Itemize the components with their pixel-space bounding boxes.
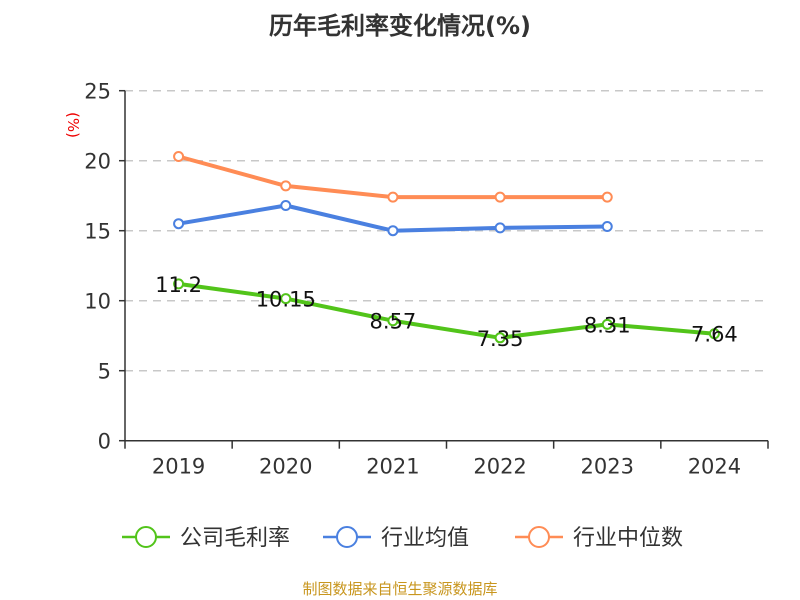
data-label: 10.15: [256, 288, 316, 312]
x-tick-label: 2024: [688, 455, 741, 479]
legend-label: 行业中位数: [573, 526, 683, 551]
data-point: [601, 318, 613, 330]
data-label: 7.64: [691, 323, 738, 347]
legend-marker: [135, 526, 157, 548]
data-point: [494, 222, 506, 234]
data-point: [280, 293, 292, 305]
data-point: [173, 278, 185, 290]
data-point: [494, 332, 506, 344]
data-point: [173, 218, 185, 230]
data-point: [280, 200, 292, 211]
legend-label: 公司毛利率: [180, 526, 290, 551]
data-point: [387, 191, 399, 203]
legend-label: 行业均值: [381, 526, 469, 551]
x-tick-label: 2020: [259, 455, 312, 479]
data-point: [387, 315, 399, 327]
y-axis-label: (%): [64, 112, 82, 138]
y-tick-label: 20: [84, 150, 111, 174]
series-line: [178, 154, 608, 200]
y-tick-label: 25: [84, 80, 111, 104]
data-point: [601, 191, 613, 203]
data-label: 7.35: [477, 327, 524, 351]
chart-title: 历年毛利率变化情况(%): [269, 12, 531, 40]
y-tick-label: 15: [84, 220, 111, 244]
data-label: 8.31: [584, 313, 631, 337]
data-point: [280, 180, 292, 192]
x-tick-label: 2021: [366, 455, 419, 479]
data-point: [173, 151, 185, 162]
series-line: [178, 281, 715, 340]
x-tick-label: 2023: [581, 455, 634, 479]
x-tick-label: 2022: [473, 455, 526, 479]
data-point: [708, 328, 720, 340]
x-tick-label: 2019: [152, 455, 205, 479]
legend-marker: [336, 526, 358, 548]
y-tick-label: 5: [98, 360, 111, 384]
data-point: [387, 225, 399, 237]
y-tick-label: 0: [98, 430, 111, 454]
legend-marker: [528, 526, 550, 548]
data-point: [494, 191, 506, 203]
source-note: 制图数据来自恒生聚源数据库: [302, 580, 498, 598]
data-point: [601, 221, 613, 232]
data-label: 8.57: [370, 310, 417, 334]
data-label: 11.2: [155, 273, 202, 297]
y-tick-label: 10: [84, 290, 111, 314]
